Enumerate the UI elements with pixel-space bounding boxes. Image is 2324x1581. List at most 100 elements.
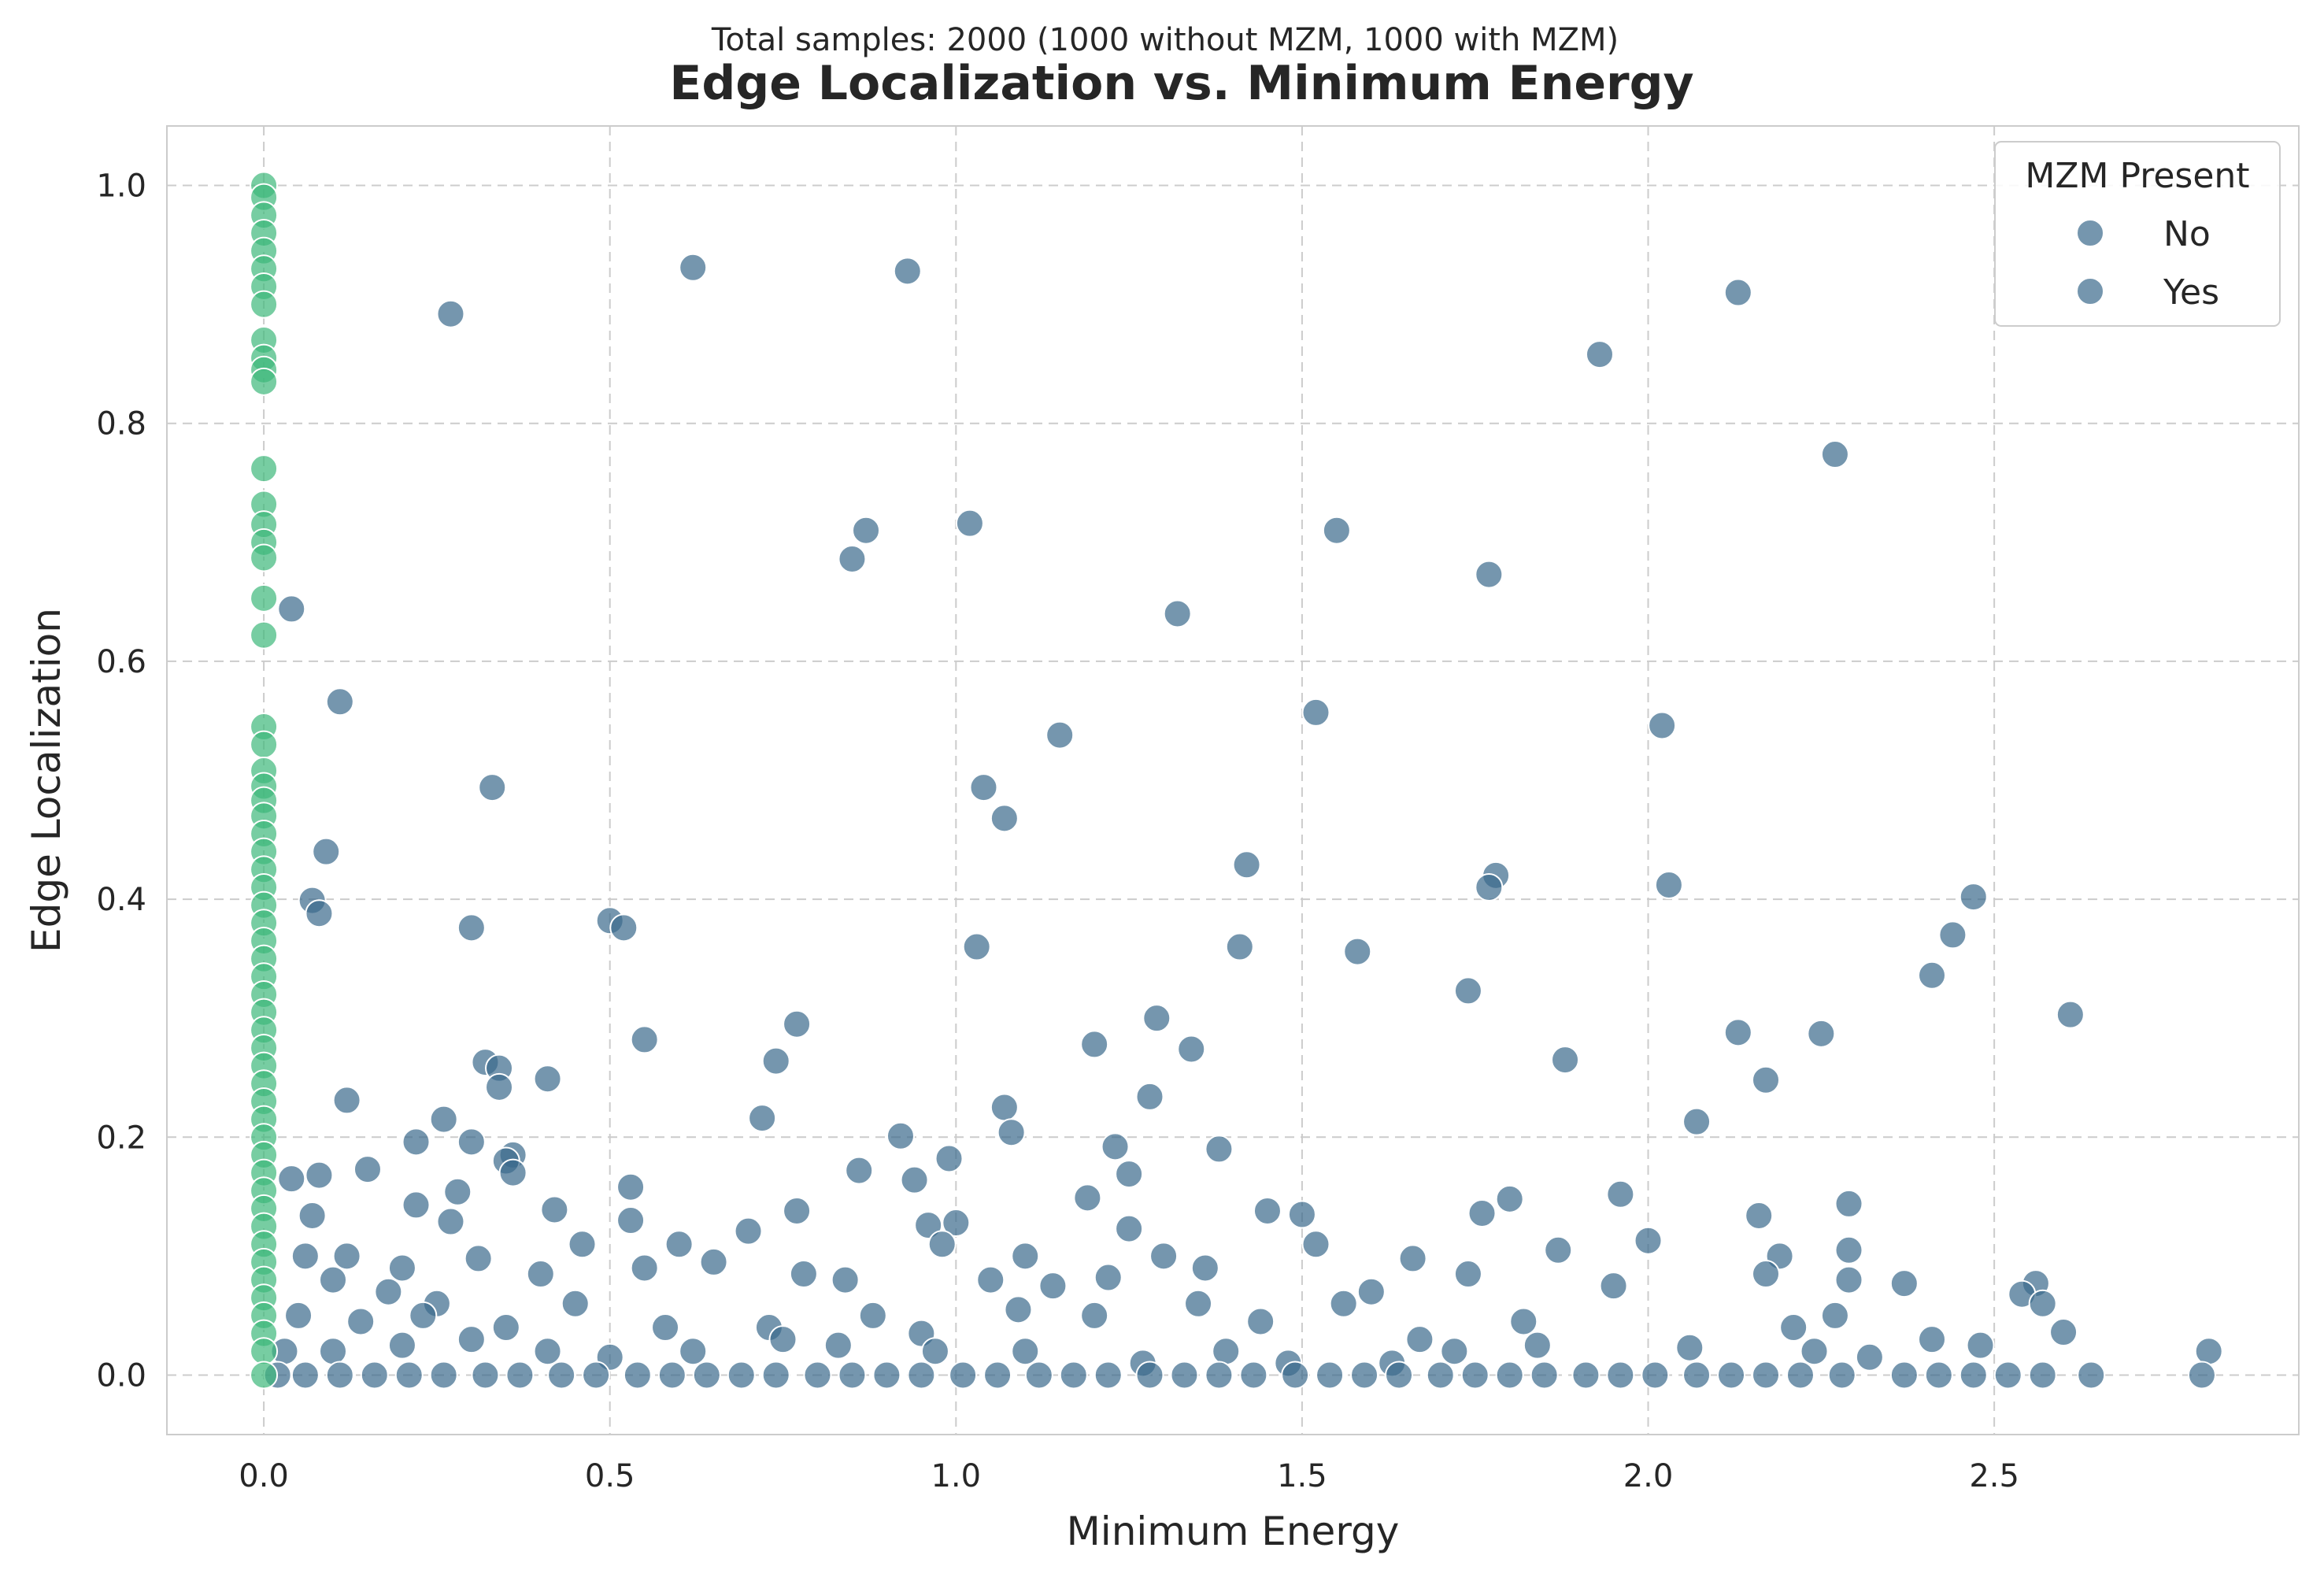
data-point-no (2187, 1361, 2216, 1390)
data-point-no (1011, 1337, 1040, 1366)
data-point-no (312, 837, 341, 866)
data-point-yes (250, 620, 279, 650)
data-point-no (1350, 1361, 1379, 1390)
data-point-no (325, 687, 354, 716)
data-point-no (1190, 1253, 1219, 1283)
data-point-no (346, 1307, 376, 1336)
data-point-no (533, 1337, 562, 1366)
data-point-no (692, 1361, 721, 1390)
legend-marker-yes (2076, 277, 2104, 305)
data-point-no (920, 1337, 949, 1366)
data-point-no (1834, 1265, 1863, 1294)
data-point-no (1889, 1269, 1919, 1298)
data-point-no (1495, 1361, 1524, 1390)
data-point-no (1225, 932, 1254, 961)
data-point-no (1606, 1179, 1635, 1209)
legend-title: MZM Present (2025, 156, 2249, 196)
data-point-no (616, 1206, 646, 1235)
data-point-no (934, 1144, 964, 1173)
data-point-no (783, 1009, 812, 1039)
data-point-yes (250, 543, 279, 572)
data-point-no (734, 1216, 763, 1246)
data-point-no (1682, 1361, 1712, 1390)
data-point-no (332, 1242, 361, 1271)
axis-ticks: 0.0 0.5 1.0 1.5 2.0 2.5 0.0 0.2 0.4 0.6 0.8 1.0 (96, 168, 2019, 1494)
data-point-no (1232, 850, 1261, 879)
data-point-no (664, 1230, 694, 1259)
data-point-yes (250, 583, 279, 613)
data-point-no (1551, 1046, 1580, 1075)
data-point-no (1745, 1201, 1774, 1230)
data-point-no (748, 1104, 777, 1133)
data-point-no (1453, 976, 1482, 1005)
data-point-no (1246, 1307, 1275, 1336)
data-point-no (533, 1064, 562, 1094)
data-point-no (1966, 1331, 1995, 1360)
data-point-no (1495, 1184, 1524, 1213)
data-point-no (2049, 1318, 2078, 1347)
data-point-no (1301, 698, 1330, 727)
data-point-no (305, 1161, 334, 1190)
data-point-no (1038, 1272, 1068, 1301)
data-point-no (1073, 1183, 1102, 1213)
data-point-no (2028, 1361, 2057, 1390)
data-point-no (1205, 1135, 1234, 1164)
data-point-no (353, 1155, 382, 1184)
data-point-no (1475, 560, 1504, 589)
data-point-no (1918, 1325, 1947, 1354)
x-tick-label: 0.0 (239, 1458, 289, 1494)
data-point-no (1385, 1361, 1414, 1390)
y-tick-label: 0.6 (96, 644, 146, 680)
data-point-no (768, 1325, 797, 1354)
data-point-no (1316, 1361, 1345, 1390)
data-point-no (402, 1127, 431, 1157)
data-point-no (949, 1361, 978, 1390)
data-point-no (457, 913, 486, 942)
chart-supertitle: Total samples: 2000 (1000 without MZM, 1… (711, 22, 1619, 58)
data-point-no (838, 544, 867, 573)
data-point-no (1648, 711, 1677, 740)
data-point-no (491, 1313, 520, 1342)
data-point-no (457, 1127, 486, 1157)
data-point-no (942, 1209, 971, 1238)
data-point-no (1184, 1289, 1213, 1318)
data-point-no (1163, 599, 1192, 628)
data-point-no (547, 1361, 576, 1390)
data-point-no (319, 1265, 348, 1294)
data-point-no (1993, 1361, 2022, 1390)
data-point-no (332, 1086, 361, 1115)
data-point-no (2028, 1289, 2057, 1318)
data-point-no (1094, 1263, 1123, 1292)
x-tick-label: 1.0 (931, 1458, 981, 1494)
x-tick-label: 2.0 (1623, 1458, 1674, 1494)
data-point-no (1641, 1361, 1670, 1390)
data-point-no (1800, 1337, 1829, 1366)
data-point-no (284, 1301, 313, 1330)
data-point-no (1634, 1226, 1663, 1255)
legend-marker-no (2076, 219, 2104, 247)
data-point-no (927, 1230, 957, 1259)
data-point-no (845, 1156, 874, 1185)
data-point-no (893, 257, 922, 286)
data-point-no (872, 1361, 901, 1390)
data-point-no (1807, 1019, 1836, 1048)
data-point-no (402, 1190, 431, 1220)
data-point-no (1239, 1361, 1268, 1390)
data-point-no (630, 1025, 659, 1054)
data-point-no (1453, 1260, 1482, 1289)
data-point-no (464, 1244, 493, 1273)
data-point-no (1918, 961, 1947, 990)
data-point-no (1571, 1361, 1601, 1390)
data-point-no (1101, 1132, 1130, 1161)
data-point-no (436, 299, 465, 328)
legend-label-yes: Yes (2163, 272, 2219, 313)
y-tick-label: 0.8 (96, 406, 146, 442)
data-point-no (1827, 1361, 1856, 1390)
data-point-no (1170, 1361, 1199, 1390)
data-point-no (679, 1337, 708, 1366)
data-point-no (429, 1361, 458, 1390)
data-point-no (1301, 1230, 1330, 1259)
data-point-no (1281, 1361, 1310, 1390)
data-point-no (955, 509, 984, 538)
